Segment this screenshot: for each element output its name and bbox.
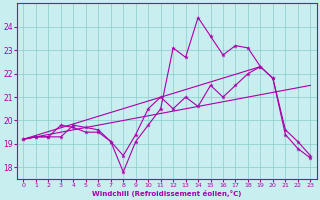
X-axis label: Windchill (Refroidissement éolien,°C): Windchill (Refroidissement éolien,°C) <box>92 190 242 197</box>
